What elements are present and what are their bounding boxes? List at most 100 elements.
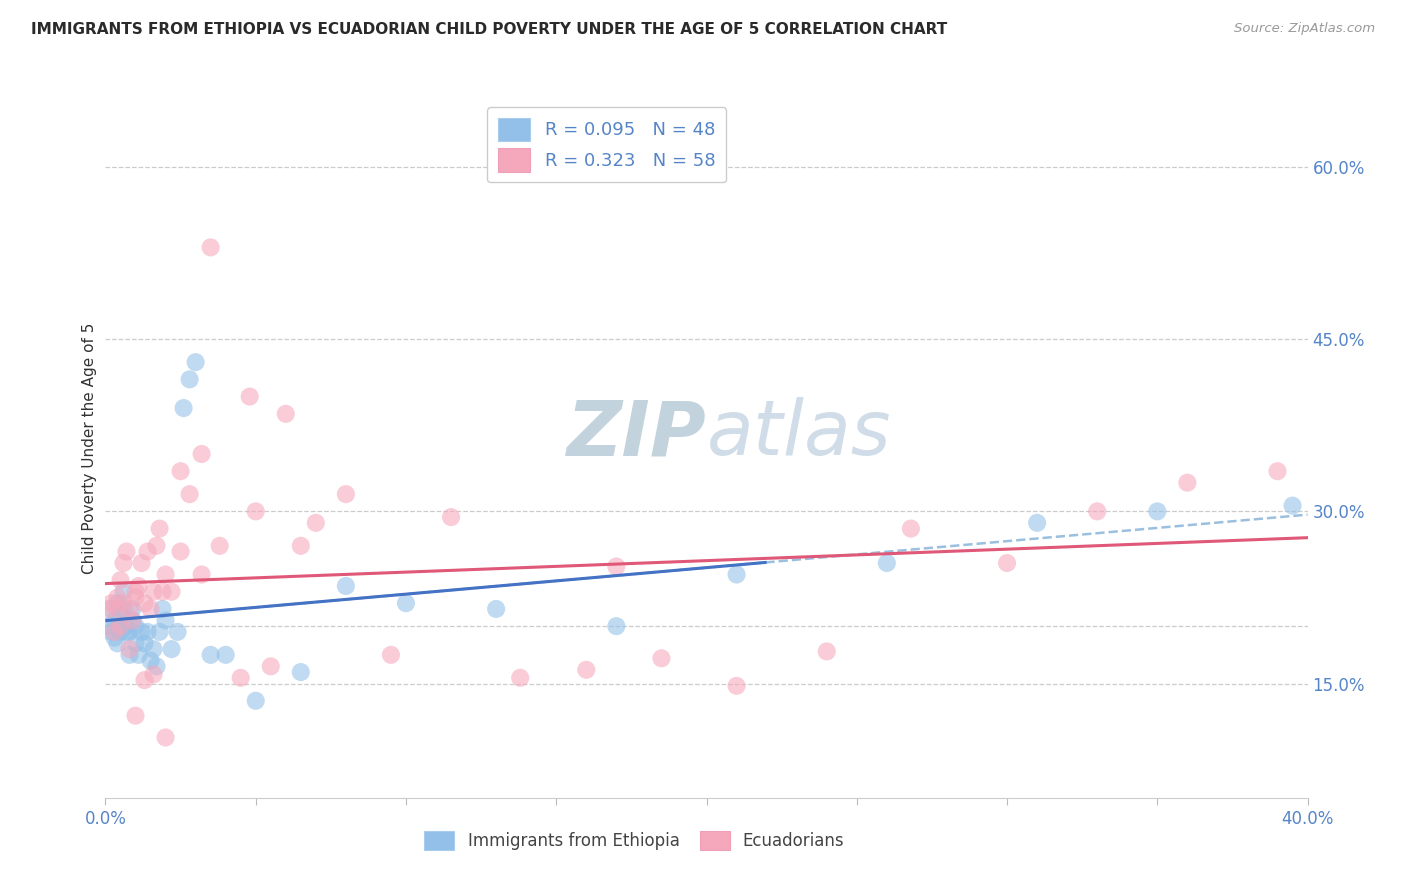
Point — [190, 567, 212, 582]
Point — [190, 447, 212, 461]
Point — [169, 544, 191, 558]
Point — [124, 591, 146, 605]
Point — [121, 614, 143, 628]
Point — [110, 573, 132, 587]
Point — [124, 619, 146, 633]
Point — [139, 654, 162, 668]
Point — [815, 644, 838, 658]
Point — [134, 673, 156, 687]
Point — [509, 671, 531, 685]
Point — [112, 596, 135, 610]
Point — [173, 401, 195, 415]
Point — [179, 487, 201, 501]
Point — [124, 636, 146, 650]
Point — [725, 679, 748, 693]
Point — [179, 372, 201, 386]
Point — [208, 539, 231, 553]
Legend: Immigrants from Ethiopia, Ecuadorians: Immigrants from Ethiopia, Ecuadorians — [418, 824, 851, 856]
Point — [650, 651, 672, 665]
Point — [136, 624, 159, 639]
Point — [1267, 464, 1289, 478]
Point — [103, 624, 125, 639]
Point — [200, 240, 222, 254]
Point — [305, 516, 328, 530]
Point — [134, 596, 156, 610]
Point — [239, 390, 262, 404]
Point — [160, 584, 183, 599]
Point — [229, 671, 252, 685]
Point — [245, 694, 267, 708]
Point — [290, 665, 312, 679]
Point — [184, 355, 207, 369]
Point — [134, 636, 156, 650]
Point — [100, 602, 122, 616]
Point — [1146, 504, 1168, 518]
Point — [142, 642, 165, 657]
Point — [214, 648, 236, 662]
Point — [605, 619, 627, 633]
Point — [103, 631, 125, 645]
Point — [166, 624, 188, 639]
Point — [155, 614, 177, 628]
Point — [115, 619, 138, 633]
Point — [152, 584, 174, 599]
Point — [124, 708, 146, 723]
Point — [274, 407, 297, 421]
Point — [107, 596, 129, 610]
Point — [335, 487, 357, 501]
Point — [136, 544, 159, 558]
Text: atlas: atlas — [707, 397, 891, 471]
Point — [145, 659, 167, 673]
Point — [142, 667, 165, 681]
Point — [290, 539, 312, 553]
Point — [97, 619, 120, 633]
Point — [142, 584, 165, 599]
Point — [128, 648, 150, 662]
Point — [1281, 499, 1303, 513]
Point — [995, 556, 1018, 570]
Point — [131, 556, 153, 570]
Point — [131, 624, 153, 639]
Point — [152, 602, 174, 616]
Point — [395, 596, 418, 610]
Point — [110, 619, 132, 633]
Point — [245, 504, 267, 518]
Point — [155, 731, 177, 745]
Point — [110, 607, 132, 622]
Point — [107, 636, 129, 650]
Point — [121, 614, 143, 628]
Point — [148, 522, 170, 536]
Point — [200, 648, 222, 662]
Point — [335, 579, 357, 593]
Point — [575, 663, 598, 677]
Point — [121, 602, 143, 616]
Point — [440, 510, 463, 524]
Y-axis label: Child Poverty Under the Age of 5: Child Poverty Under the Age of 5 — [82, 323, 97, 574]
Point — [1085, 504, 1108, 518]
Point — [900, 522, 922, 536]
Point — [876, 556, 898, 570]
Point — [155, 567, 177, 582]
Point — [107, 591, 129, 605]
Point — [100, 624, 122, 639]
Point — [112, 584, 135, 599]
Point — [112, 602, 135, 616]
Point — [118, 648, 141, 662]
Point — [169, 464, 191, 478]
Point — [725, 567, 748, 582]
Point — [605, 559, 627, 574]
Point — [118, 602, 141, 616]
Point — [118, 642, 141, 657]
Point — [139, 602, 162, 616]
Point — [112, 556, 135, 570]
Point — [118, 624, 141, 639]
Text: Source: ZipAtlas.com: Source: ZipAtlas.com — [1234, 22, 1375, 36]
Point — [110, 624, 132, 639]
Point — [1175, 475, 1198, 490]
Point — [100, 596, 122, 610]
Point — [148, 624, 170, 639]
Point — [380, 648, 402, 662]
Point — [103, 614, 125, 628]
Point — [110, 619, 132, 633]
Point — [124, 584, 146, 599]
